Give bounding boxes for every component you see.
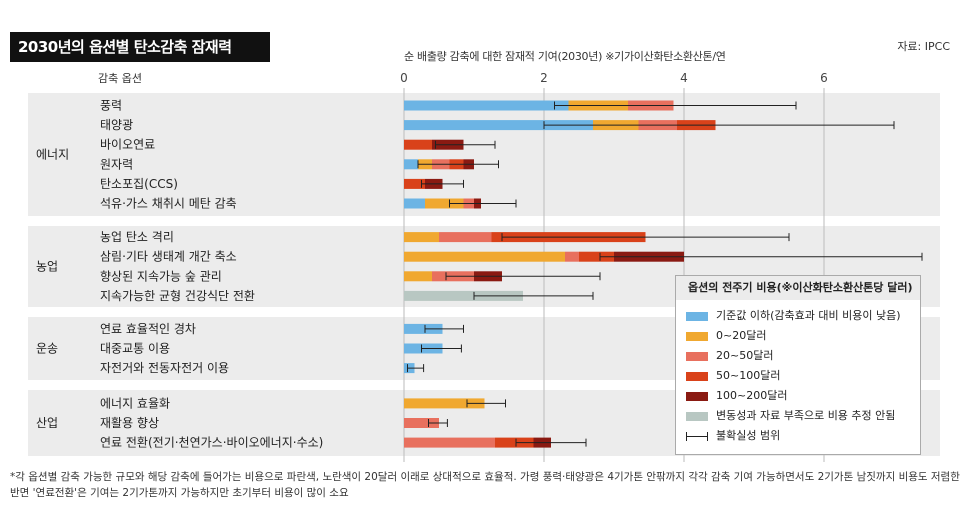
option-label: 석유·가스 채취시 메탄 감축	[100, 197, 237, 211]
x-axis-title: 순 배출량 감축에 대한 잠재적 기여(2030년) ※기가이산화탄소환산톤/연	[404, 50, 726, 63]
option-label: 바이오연료	[100, 138, 155, 152]
option-label: 탄소포집(CCS)	[100, 177, 178, 191]
x-tick-label: 6	[820, 71, 828, 85]
bar-segment	[404, 418, 439, 428]
option-label: 연료 전환(전기·천연가스·바이오에너지·수소)	[100, 435, 323, 450]
legend-errorbar-icon	[686, 432, 708, 441]
bar-segment	[404, 232, 439, 243]
bar-segment	[404, 323, 443, 334]
source-label: 자료: IPCC	[897, 40, 950, 53]
legend-swatch	[686, 392, 708, 401]
x-axis-ticks: 0 2 4 6	[400, 71, 828, 85]
error-bars	[407, 101, 923, 447]
option-label: 자전거와 전동자전거 이용	[100, 361, 229, 375]
legend-label: 불확실성 범위	[716, 429, 781, 442]
bar-segment	[439, 232, 492, 243]
legend-swatch	[686, 352, 708, 361]
bar-segment	[404, 159, 418, 170]
legend-swatch	[686, 372, 708, 381]
option-label: 향상된 지속가능 숲 관리	[100, 269, 222, 283]
option-label: 지속가능한 균형 건강식단 전환	[100, 289, 255, 303]
sector-label: 산업	[36, 416, 58, 430]
bar-segment	[425, 198, 464, 209]
legend-title: 옵션의 전주기 비용(※이산화탄소환산톤당 달러)	[676, 276, 920, 300]
legend-label: 20~50달러	[716, 349, 774, 362]
option-label: 연료 효율적인 경차	[100, 322, 196, 336]
legend-label: 기준값 이하(감축효과 대비 비용이 낮음)	[716, 309, 901, 322]
bar-segment	[404, 290, 523, 301]
x-tick-label: 4	[680, 71, 688, 85]
option-label: 원자력	[100, 157, 133, 171]
bar-segment	[404, 178, 425, 189]
legend-swatch	[686, 412, 708, 421]
option-label: 재활용 향상	[100, 416, 159, 430]
legend-swatch	[686, 312, 708, 321]
chart-title: 2030년의 옵션별 탄소감축 잠재력	[10, 32, 270, 62]
x-tick-label: 2	[540, 71, 548, 85]
bar-segment	[404, 198, 425, 209]
option-label: 에너지 효율화	[100, 396, 170, 410]
sector-band	[28, 93, 940, 216]
legend-label: 100~200달러	[716, 389, 788, 402]
legend-label: 0~20달러	[716, 329, 767, 342]
bar-segment	[404, 271, 432, 282]
bar-segment	[404, 100, 569, 111]
x-tick-label: 0	[400, 71, 408, 85]
bar-segment	[404, 251, 565, 262]
sector-label: 운송	[36, 342, 58, 356]
legend: 옵션의 전주기 비용(※이산화탄소환산톤당 달러) 기준값 이하(감축효과 대비…	[675, 275, 921, 455]
bar-segment	[404, 120, 593, 131]
footnote: *각 옵션별 감축 가능한 규모와 해당 감축에 들어가는 비용으로 파란색, …	[10, 471, 960, 499]
bar-segment	[404, 139, 432, 150]
option-label: 삼림·기타 생태계 개간 축소	[100, 250, 237, 264]
legend-label: 50~100달러	[716, 369, 781, 382]
option-label: 대중교통 이용	[100, 342, 170, 356]
bar-segment	[404, 398, 485, 409]
option-label: 태양광	[100, 118, 133, 132]
sector-label: 농업	[36, 260, 58, 274]
bar-segment	[565, 251, 579, 262]
option-label: 농업 탄소 격리	[100, 230, 174, 244]
legend-label: 변동성과 자료 부족으로 비용 추정 안됨	[716, 409, 896, 422]
option-column-label: 감축 옵션	[98, 72, 142, 85]
bar-segment	[579, 251, 614, 262]
bar-segment	[404, 437, 495, 448]
legend-swatch	[686, 332, 708, 341]
option-label: 풍력	[100, 99, 122, 113]
bar-segment	[495, 437, 534, 448]
sector-label: 에너지	[36, 148, 69, 162]
